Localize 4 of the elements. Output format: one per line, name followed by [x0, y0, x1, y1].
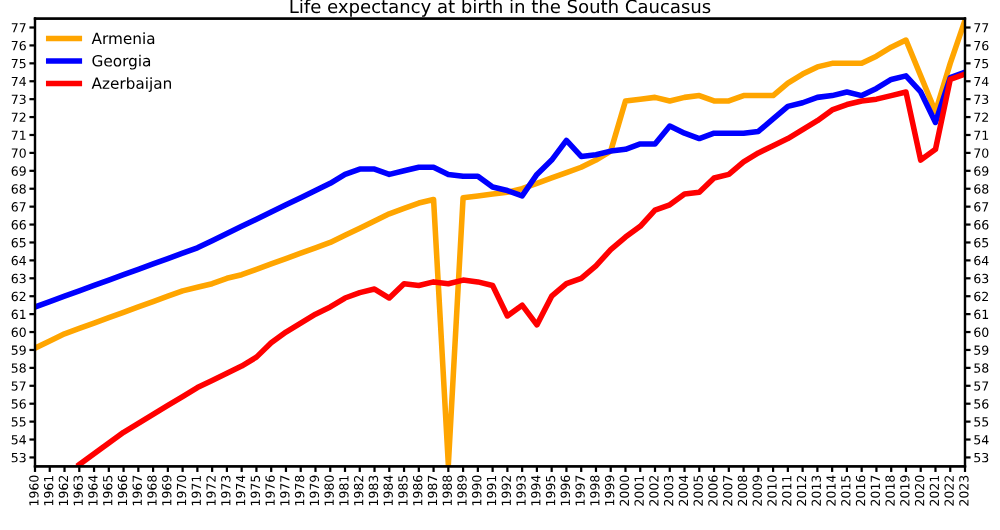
line-series: [35, 18, 965, 467]
chart-title: Life expectancy at birth in the South Caucasus: [290, 0, 711, 17]
line-series: [76, 71, 965, 467]
line-series: [35, 69, 965, 310]
